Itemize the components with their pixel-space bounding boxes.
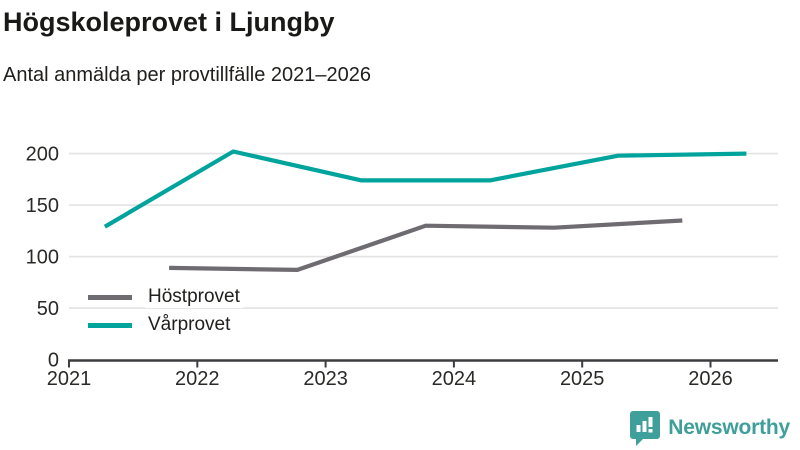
svg-text:2025: 2025 bbox=[560, 368, 605, 390]
svg-text:50: 50 bbox=[37, 298, 59, 320]
newsworthy-logo: Newsworthy bbox=[630, 410, 790, 446]
legend-label: Höstprovet bbox=[145, 286, 243, 308]
chart-legend: Höstprovet Vårprovet bbox=[88, 286, 243, 336]
chart-subtitle: Antal anmälda per provtillfälle 2021–202… bbox=[3, 64, 372, 86]
svg-text:200: 200 bbox=[26, 144, 59, 166]
svg-text:2026: 2026 bbox=[688, 368, 733, 390]
svg-text:2023: 2023 bbox=[303, 368, 348, 390]
bar-chart-speech-bubble-icon bbox=[630, 411, 661, 446]
svg-text:2024: 2024 bbox=[432, 368, 477, 390]
svg-text:100: 100 bbox=[26, 247, 59, 269]
legend-item-varprovet: Vårprovet bbox=[88, 314, 243, 336]
svg-text:2022: 2022 bbox=[175, 368, 220, 390]
legend-item-hostprovet: Höstprovet bbox=[88, 286, 243, 308]
svg-text:150: 150 bbox=[26, 195, 59, 217]
varprovet-line-swatch bbox=[88, 322, 132, 328]
svg-text:2021: 2021 bbox=[47, 368, 92, 390]
legend-label: Vårprovet bbox=[145, 314, 234, 336]
svg-text:0: 0 bbox=[48, 350, 59, 372]
hostprovet-line-swatch bbox=[88, 294, 132, 300]
chart-title: Högskoleprovet i Ljungby bbox=[3, 7, 335, 37]
newsworthy-wordmark: Newsworthy bbox=[668, 416, 790, 439]
